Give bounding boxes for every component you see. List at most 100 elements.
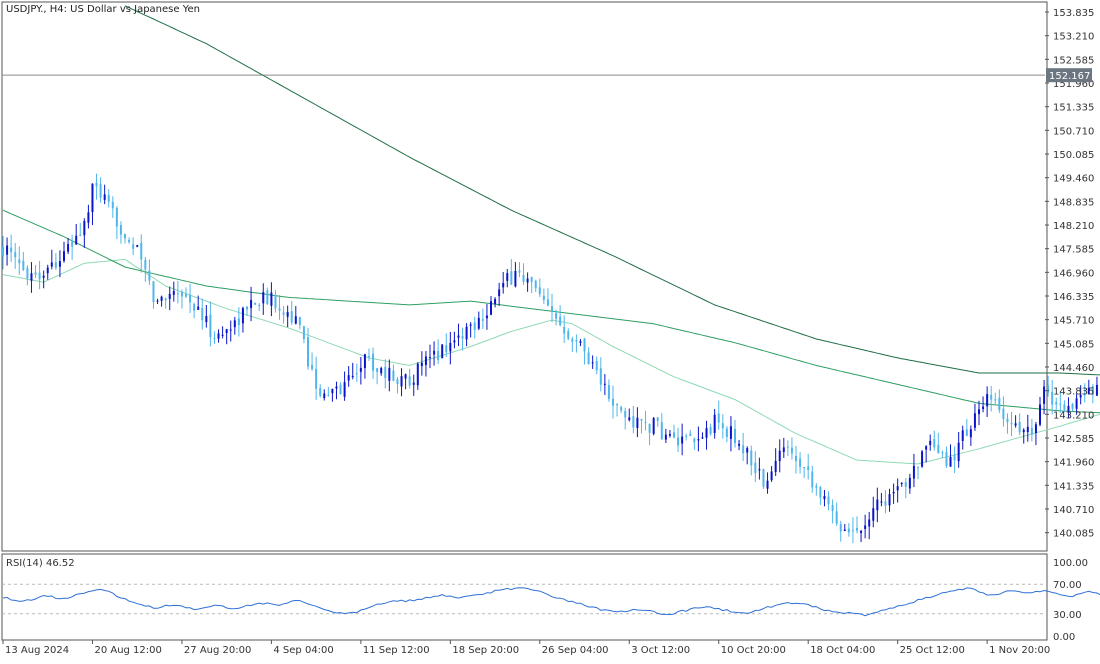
time-tick-label: 4 Sep 04:00	[273, 645, 333, 656]
candle-body	[38, 272, 41, 280]
candle-body	[559, 316, 562, 326]
candle-body	[75, 235, 78, 245]
candle-body	[63, 251, 65, 261]
candle-body	[758, 469, 761, 471]
candle-body	[372, 353, 375, 371]
candle-body	[738, 443, 741, 446]
candle-body	[664, 434, 667, 440]
candle-body	[567, 331, 570, 339]
candle-body	[26, 267, 29, 279]
candle-body	[6, 245, 9, 255]
candle-body	[148, 270, 151, 281]
candle-body	[1067, 405, 1070, 412]
candle-body	[546, 299, 549, 306]
candle-body	[67, 244, 70, 252]
candle-body	[103, 194, 106, 200]
candle-body	[22, 260, 25, 270]
candle-body	[998, 397, 1001, 411]
candle-body	[384, 366, 387, 379]
candle-body	[754, 462, 757, 474]
candle-body	[575, 340, 578, 342]
candle-body	[319, 387, 322, 396]
candle-body	[376, 368, 379, 372]
candle-body	[270, 292, 273, 306]
candle-body	[189, 294, 192, 303]
candle-body	[872, 508, 875, 521]
rsi-line	[2, 587, 1100, 617]
price-tick-label: 140.710	[1053, 505, 1094, 516]
candle-body	[392, 370, 395, 381]
candle-body	[1047, 385, 1050, 393]
candle-body	[510, 271, 513, 285]
candle-body	[136, 245, 139, 247]
candle-body	[502, 283, 505, 288]
candle-body	[994, 399, 997, 401]
candle-body	[315, 368, 318, 389]
candle-body	[351, 376, 354, 378]
chart-title: USDJPY., H4: US Dollar vs Japanese Yen	[6, 4, 200, 15]
candle-body	[119, 225, 122, 235]
candle-body	[1018, 421, 1021, 433]
candle-body	[713, 414, 716, 433]
candle-body	[107, 194, 110, 202]
candle-body	[1095, 384, 1098, 396]
candle-body	[786, 446, 789, 448]
price-tick-label: 148.835	[1053, 197, 1094, 208]
candle-body	[835, 511, 838, 524]
time-tick-label: 10 Oct 20:00	[721, 645, 786, 656]
candle-body	[217, 333, 220, 339]
candle-body	[54, 262, 57, 268]
candle-body	[46, 267, 49, 274]
candle-body	[433, 350, 436, 355]
candle-body	[111, 201, 114, 209]
ma-fast-line	[2, 258, 1100, 465]
time-tick-label: 27 Aug 20:00	[184, 645, 251, 656]
candle-body	[892, 491, 895, 494]
candle-body	[880, 501, 883, 503]
candle-body	[807, 466, 810, 471]
candle-body	[591, 362, 594, 364]
candle-body	[656, 417, 659, 421]
candle-body	[847, 528, 850, 533]
candle-body	[368, 356, 370, 358]
candle-body	[506, 273, 509, 281]
candle-body	[485, 315, 488, 319]
candle-body	[327, 394, 330, 396]
candle-body	[416, 363, 419, 386]
candle-body	[668, 434, 671, 436]
candle-body	[388, 367, 391, 381]
price-tick-label: 148.210	[1053, 221, 1094, 232]
candle-body	[697, 439, 700, 441]
time-tick-label: 3 Oct 12:00	[631, 645, 690, 656]
candle-body	[14, 252, 17, 258]
candle-body	[921, 451, 924, 467]
time-tick-label: 20 Aug 12:00	[94, 645, 161, 656]
candle-body	[831, 505, 834, 511]
candle-body	[197, 306, 200, 310]
candle-body	[201, 308, 204, 321]
candle-body	[254, 302, 257, 305]
price-tick-label: 151.960	[1053, 79, 1094, 90]
candle-body	[347, 375, 350, 381]
candle-body	[311, 365, 314, 370]
candle-body	[965, 429, 968, 436]
price-tick-label: 141.960	[1053, 458, 1094, 469]
candle-body	[404, 374, 407, 379]
candle-body	[587, 352, 590, 365]
candle-body	[969, 429, 972, 438]
candle-body	[473, 322, 476, 330]
time-tick-label: 11 Sep 12:00	[363, 645, 430, 656]
candle-body	[71, 241, 74, 247]
candle-body	[843, 529, 846, 532]
rsi-tick-label: 30.00	[1053, 610, 1082, 621]
rsi-pane-frame	[1, 553, 1048, 641]
candle-body	[717, 413, 720, 423]
candle-body	[701, 437, 704, 439]
candle-body	[978, 409, 980, 415]
candle-body	[1039, 404, 1041, 425]
candle-body	[302, 326, 305, 339]
price-tick-label: 146.960	[1053, 268, 1094, 279]
candle-body	[1043, 386, 1046, 404]
